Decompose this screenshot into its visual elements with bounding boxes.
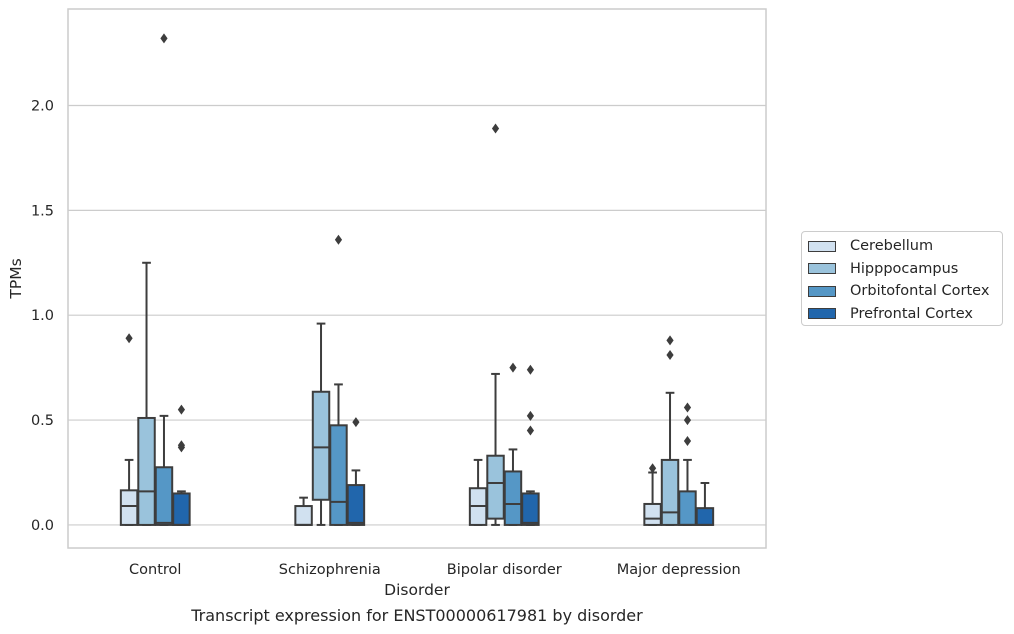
y-tick-label: 1.0 — [31, 308, 54, 324]
y-tick-label: 1.5 — [31, 203, 54, 219]
legend-label-orbitofrontal-cortex: Orbitofontal Cortex — [850, 283, 990, 299]
box — [154, 466, 174, 526]
x-tick-label: Schizophrenia — [279, 562, 381, 578]
box — [678, 490, 697, 526]
box-group — [660, 335, 680, 526]
outlier-point — [160, 33, 168, 44]
y-axis-label: TPMs — [7, 258, 25, 299]
x-tick-label: Control — [129, 562, 181, 578]
outlier-point — [177, 440, 186, 451]
box — [521, 492, 540, 526]
box — [346, 484, 366, 526]
box-group — [346, 417, 366, 526]
outlier-point — [526, 425, 535, 436]
box — [119, 489, 139, 526]
box-group — [311, 322, 331, 526]
box — [311, 390, 331, 501]
box — [137, 416, 156, 526]
box-group — [119, 333, 139, 526]
box — [486, 454, 505, 520]
box — [294, 505, 313, 526]
box-group — [695, 481, 715, 526]
box — [643, 502, 662, 526]
box-group — [137, 261, 156, 526]
box-group — [521, 364, 540, 526]
y-tick-label: 2.0 — [31, 98, 54, 114]
outlier-point — [526, 410, 535, 421]
box-group — [294, 496, 313, 526]
box-group — [172, 404, 191, 526]
box-group — [154, 33, 174, 526]
legend-item-prefrontal-cortex: Prefrontal Cortex — [808, 305, 973, 323]
outlier-point — [666, 335, 674, 346]
legend: Cerebellum Hipppocampus Orbitofontal Cor… — [801, 231, 1003, 326]
legend-swatch-hippocampus — [808, 263, 836, 274]
legend-label-hippocampus: Hipppocampus — [850, 260, 959, 277]
x-tick-label: Bipolar disorder — [447, 562, 562, 578]
outlier-point — [526, 364, 535, 375]
legend-item-orbitofrontal-cortex: Orbitofontal Cortex — [808, 282, 989, 300]
box-group — [643, 463, 662, 526]
y-tick-label: 0.0 — [31, 518, 54, 534]
axes-frame — [67, 8, 767, 549]
legend-swatch-prefrontal-cortex — [808, 308, 836, 319]
outlier-point — [334, 234, 343, 245]
legend-label-cerebellum: Cerebellum — [850, 238, 934, 254]
legend-item-cerebellum: Cerebellum — [808, 237, 933, 255]
outlier-point — [509, 362, 517, 373]
legend-label-prefrontal-cortex: Prefrontal Cortex — [850, 305, 973, 322]
outlier-point — [177, 404, 186, 415]
legend-item-hippocampus: Hipppocampus — [808, 260, 958, 278]
x-axis-label: Disorder — [384, 581, 450, 599]
outlier-point — [491, 123, 500, 134]
outlier-point — [125, 333, 133, 344]
box-group — [329, 234, 348, 526]
figure-caption: Transcript expression for ENST0000061798… — [191, 606, 643, 625]
x-tick-label: Major depression — [617, 562, 741, 578]
outlier-point — [683, 402, 692, 413]
box — [660, 458, 680, 526]
box-group — [503, 362, 523, 526]
outlier-point — [683, 415, 692, 426]
box-group — [678, 402, 697, 526]
box-group — [486, 123, 505, 526]
box — [695, 507, 715, 526]
box — [503, 470, 523, 526]
outlier-point — [666, 350, 674, 361]
outlier-point — [683, 436, 692, 447]
box-group — [468, 458, 488, 526]
outlier-point — [352, 417, 360, 428]
legend-swatch-cerebellum — [808, 240, 836, 252]
box — [172, 492, 191, 526]
box — [329, 424, 348, 526]
y-tick-label: 0.5 — [31, 413, 54, 429]
legend-swatch-orbitofrontal-cortex — [808, 285, 836, 297]
outlier-point — [648, 463, 657, 474]
